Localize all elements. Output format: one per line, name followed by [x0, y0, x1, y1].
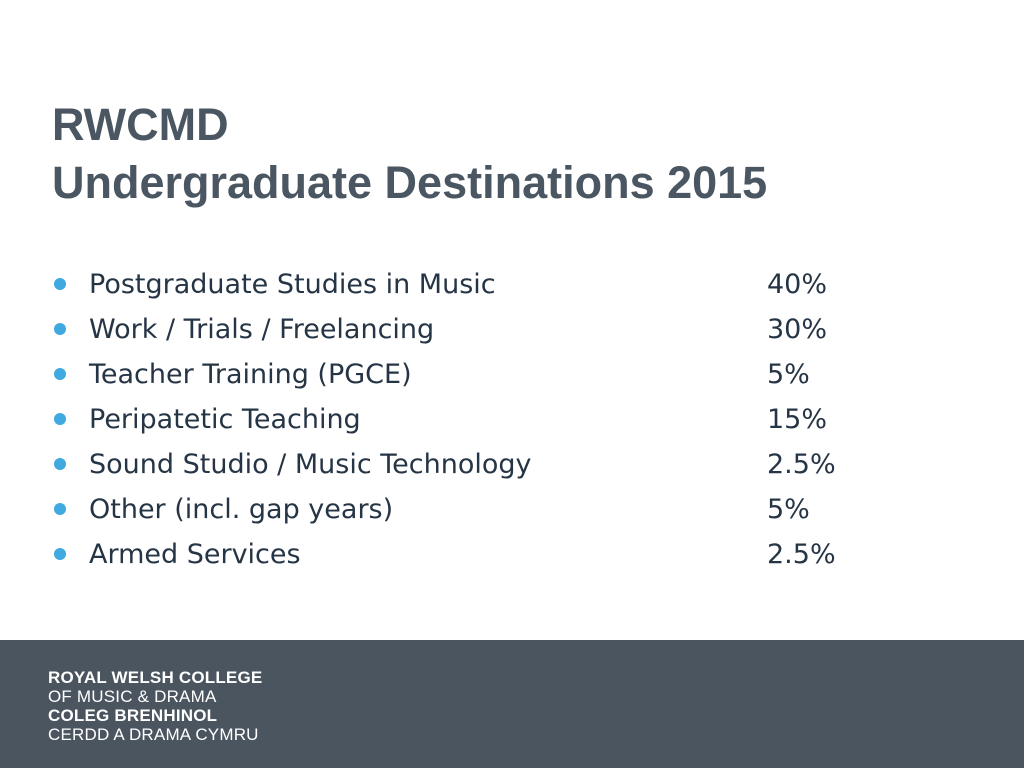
- bullet-icon: [54, 503, 66, 515]
- title-line-1: RWCMD: [52, 99, 229, 150]
- list-item: Other (incl. gap years) 5%: [52, 487, 952, 532]
- destination-percentage: 2.5%: [767, 449, 836, 480]
- bullet-icon: [54, 323, 66, 335]
- bullet-icon: [54, 413, 66, 425]
- destination-label: Armed Services: [89, 539, 301, 570]
- destination-percentage: 30%: [767, 314, 828, 345]
- destination-label: Work / Trials / Freelancing: [89, 314, 435, 345]
- destinations-list: Postgraduate Studies in Music 40% Work /…: [52, 262, 952, 577]
- destination-percentage: 15%: [767, 404, 828, 435]
- destination-percentage: 5%: [767, 359, 810, 390]
- destination-percentage: 40%: [767, 269, 828, 300]
- destination-label: Postgraduate Studies in Music: [89, 269, 496, 300]
- slide-title: RWCMD Undergraduate Destinations 2015: [52, 96, 767, 212]
- destination-percentage: 2.5%: [767, 539, 836, 570]
- list-item: Sound Studio / Music Technology 2.5%: [52, 442, 952, 487]
- destination-percentage: 5%: [767, 494, 810, 525]
- list-item: Peripatetic Teaching 15%: [52, 397, 952, 442]
- destination-label: Teacher Training (PGCE): [89, 359, 412, 390]
- footer-bar: ROYAL WELSH COLLEGE OF MUSIC & DRAMA COL…: [0, 640, 1024, 768]
- bullet-icon: [54, 458, 66, 470]
- logo-line-1: ROYAL WELSH COLLEGE: [48, 668, 263, 687]
- title-line-2: Undergraduate Destinations 2015: [52, 157, 768, 208]
- college-logo: ROYAL WELSH COLLEGE OF MUSIC & DRAMA COL…: [48, 668, 262, 744]
- list-item: Armed Services 2.5%: [52, 532, 952, 577]
- destination-label: Other (incl. gap years): [89, 494, 394, 525]
- logo-line-3: COLEG BRENHINOL: [48, 706, 218, 725]
- list-item: Teacher Training (PGCE) 5%: [52, 352, 952, 397]
- destination-label: Sound Studio / Music Technology: [89, 449, 532, 480]
- logo-line-4: CERDD A DRAMA CYMRU: [48, 725, 259, 744]
- list-item: Postgraduate Studies in Music 40%: [52, 262, 952, 307]
- bullet-icon: [54, 368, 66, 380]
- destination-label: Peripatetic Teaching: [89, 404, 361, 435]
- bullet-icon: [54, 548, 66, 560]
- logo-line-2: OF MUSIC & DRAMA: [48, 687, 217, 706]
- bullet-icon: [54, 278, 66, 290]
- list-item: Work / Trials / Freelancing 30%: [52, 307, 952, 352]
